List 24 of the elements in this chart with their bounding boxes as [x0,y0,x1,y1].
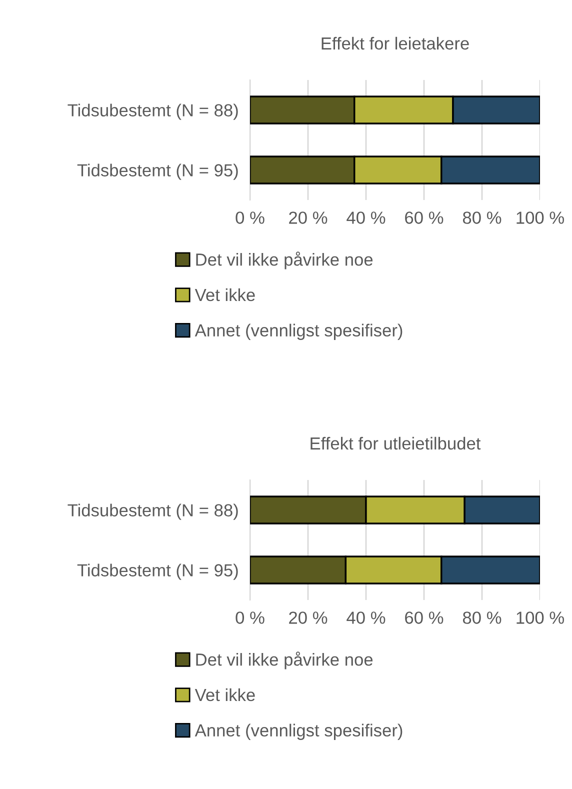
y-tick-label: Tidsbestemt (N = 95) [77,564,238,580]
x-tick-label: 100 % [516,612,564,624]
x-tick-label: 20 % [289,212,328,224]
x-tick-label: 60 % [405,612,444,624]
x-tick-label: 20 % [289,612,328,624]
x-tick-label: 80 % [462,212,502,224]
y-tick-label: Tidsubestemt (N = 88) [68,504,238,520]
y-tick-label: Tidsbestemt (N = 95) [77,164,238,180]
legend-label: Annet (vennligst spesifiser) [194,724,402,740]
legend-label: Vet ikke [194,288,255,302]
x-tick-label: 0 % [236,212,264,224]
legend-label: Det vil ikke påvirke noe [196,252,373,270]
x-tick-label: 100 % [516,212,564,224]
x-tick-label: 0 % [236,612,264,624]
y-tick-label: Tidsubestemt (N = 88) [68,104,238,120]
legend-label: Det vil ikke påvirke noe [196,652,373,670]
chart-title: Effekt for leietakere [322,36,469,50]
legend-label: Annet (vennligst spesifiser) [194,324,402,340]
chart-title: Effekt for utleietilbudet [310,436,481,450]
legend-label: Vet ikke [194,688,255,702]
x-tick-label: 60 % [405,212,444,224]
x-tick-label: 40 % [346,212,386,224]
x-tick-label: 80 % [462,612,502,624]
x-tick-label: 40 % [346,612,386,624]
